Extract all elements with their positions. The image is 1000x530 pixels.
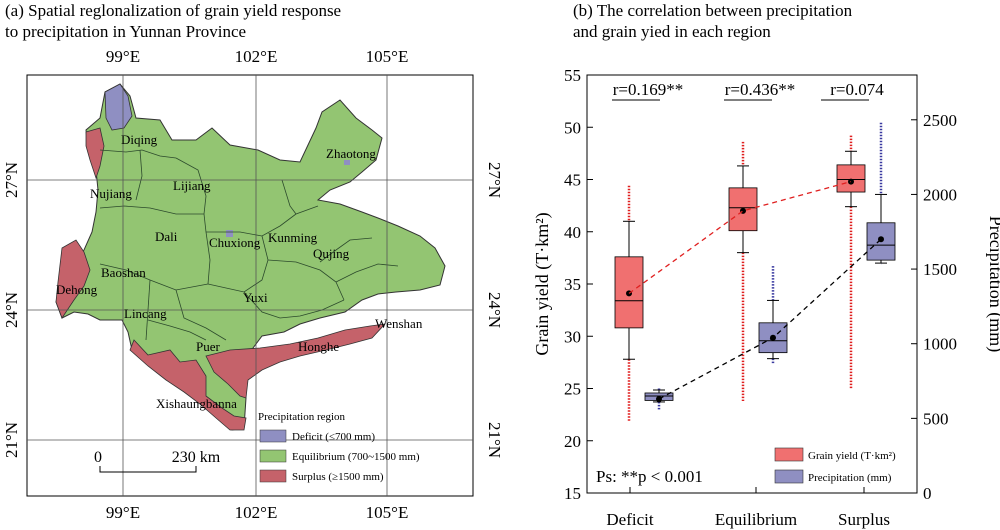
scale-bar-line (99, 466, 197, 473)
region-label-qujing: Qujing (313, 246, 350, 261)
chart-title: (b) The correlation between precipitatio… (573, 0, 993, 42)
surplus-region-nujiang (85, 127, 105, 180)
legend-label-precipitation: Precipitation (mm) (808, 472, 892, 484)
right-tick-label: 1500 (923, 260, 957, 279)
x-tick-label: Surplus (838, 510, 890, 529)
right-tick-label: 1000 (923, 335, 957, 354)
right-y-axis-label: Precipitation (mm) (985, 216, 1000, 352)
correlation-annotations: r=0.169** r=0.436** r=0.074 (612, 80, 884, 101)
map-legend-title: Precipitation region (258, 411, 346, 423)
legend-label-surplus: Surplus (≥1500 mm) (292, 471, 384, 483)
region-label-zhaotong: Zhaotong (326, 146, 376, 161)
right-tick-label: 2500 (923, 111, 957, 130)
lat-label-right-1: 27°N (485, 162, 504, 198)
left-tick-label: 15 (564, 484, 581, 503)
correlation-label: r=0.074 (830, 80, 884, 99)
x-tick-label: Deficit (606, 510, 653, 529)
legend-label-equilibrium: Equilibrium (700~1500 mm) (292, 451, 420, 463)
chart-title-line2: and grain yied in each region (573, 22, 771, 41)
right-tick-label: 0 (923, 484, 932, 503)
precipitation-mean-line (658, 238, 882, 400)
left-tick-label: 40 (564, 223, 581, 242)
box-body (836, 164, 866, 193)
region-label-honghe: Honghe (298, 339, 339, 354)
left-y-axis-label: Grain yield (T·km²) (532, 212, 553, 355)
map-region-labels: Diqing Zhaotong Nujiang Lijiang Dali Chu… (56, 132, 423, 411)
chart-title-line1: (b) The correlation between precipitatio… (573, 1, 853, 20)
left-tick-label: 30 (564, 327, 581, 346)
lat-label-right-3: 21°N (485, 422, 504, 458)
lon-label-top-3: 105°E (366, 47, 409, 66)
map-graticule (27, 75, 473, 496)
scale-bar-start: 0 (94, 449, 102, 466)
legend-swatch-precipitation (774, 469, 804, 484)
region-label-diqing: Diqing (121, 132, 158, 147)
lat-label-left-1: 27°N (2, 162, 21, 198)
region-label-kunming: Kunming (268, 230, 318, 245)
map-title-line1: (a) Spatial reglonalization of grain yie… (5, 1, 342, 20)
mean-trend-lines (628, 180, 882, 400)
scale-bar-end: 230 km (172, 449, 221, 466)
deficit-region-diqing (104, 83, 133, 131)
lat-label-left-2: 24°N (2, 292, 21, 328)
left-tick-label: 55 (564, 66, 581, 85)
map-legend: Precipitation region Deficit (≤700 mm) E… (258, 411, 420, 483)
legend-label-deficit: Deficit (≤700 mm) (292, 431, 375, 443)
correlation-label: r=0.169** (613, 80, 684, 99)
right-tick-label: 2000 (923, 185, 957, 204)
prefecture-boundaries (99, 149, 399, 341)
legend-swatch-grain-yield (774, 447, 804, 462)
legend-label-grain-yield: Grain yield (T·km²) (808, 450, 896, 462)
left-tick-label: 50 (564, 118, 581, 137)
correlation-label: r=0.436** (725, 80, 796, 99)
region-label-yuxi: Yuxi (243, 290, 268, 305)
legend-swatch-deficit (259, 429, 287, 443)
right-y-axis: 0 500 1000 1500 2000 2500 (911, 111, 957, 503)
surplus-region-southeast (205, 323, 387, 399)
region-label-lijiang: Lijiang (173, 178, 211, 193)
right-tick-label: 500 (923, 409, 949, 428)
lon-label-bottom-1: 99°E (106, 503, 140, 522)
legend-swatch-surplus (259, 469, 287, 483)
region-label-baoshan: Baoshan (101, 265, 146, 280)
left-tick-label: 25 (564, 380, 581, 399)
map-title-line2: to precipitation in Yunnan Province (5, 22, 247, 41)
region-label-xishaungbanna: Xishaungbanna (156, 396, 237, 411)
grain-yield-mean-line (628, 180, 852, 294)
region-label-puer: Puer (196, 339, 221, 354)
x-tick-label: Equilibrium (715, 510, 797, 529)
left-y-axis: 15 20 25 30 35 40 45 50 55 (564, 66, 593, 503)
map-title: (a) Spatial reglonalization of grain yie… (5, 0, 475, 42)
lat-label-right-2: 24°N (485, 292, 504, 328)
lat-label-left-3: 21°N (2, 422, 21, 458)
surplus-region-southwest (55, 239, 91, 319)
map-panel: 99°E 102°E 105°E 99°E 102°E 105°E 27°N 2… (2, 47, 504, 522)
chart-legend: Grain yield (T·km²) Precipitation (mm) (774, 447, 896, 484)
lon-label-bottom-2: 102°E (235, 503, 278, 522)
significance-note: Ps: **p < 0.001 (596, 467, 703, 486)
deficit-region-zhaotong (344, 160, 350, 165)
surplus-region-south (129, 339, 247, 431)
region-label-lincang: Lincang (124, 306, 167, 321)
map-coordinate-labels: 99°E 102°E 105°E 99°E 102°E 105°E 27°N 2… (2, 47, 504, 522)
region-label-dehong: Dehong (56, 282, 98, 297)
lon-label-top-1: 99°E (106, 47, 140, 66)
left-tick-label: 45 (564, 171, 581, 190)
region-label-nujiang: Nujiang (90, 186, 132, 201)
scale-bar: 0 230 km (94, 449, 221, 473)
legend-swatch-equilibrium (259, 449, 287, 463)
deficit-region-chuxiong (226, 230, 233, 237)
region-label-dali: Dali (155, 229, 178, 244)
lon-label-bottom-3: 105°E (366, 503, 409, 522)
x-axis: Deficit Equilibrium Surplus (606, 487, 890, 529)
region-label-chuxiong: Chuxiong (209, 235, 261, 250)
left-tick-label: 35 (564, 275, 581, 294)
region-label-wenshan: Wenshan (375, 316, 423, 331)
box-series (614, 122, 896, 422)
left-tick-label: 20 (564, 432, 581, 451)
lon-label-top-2: 102°E (235, 47, 278, 66)
